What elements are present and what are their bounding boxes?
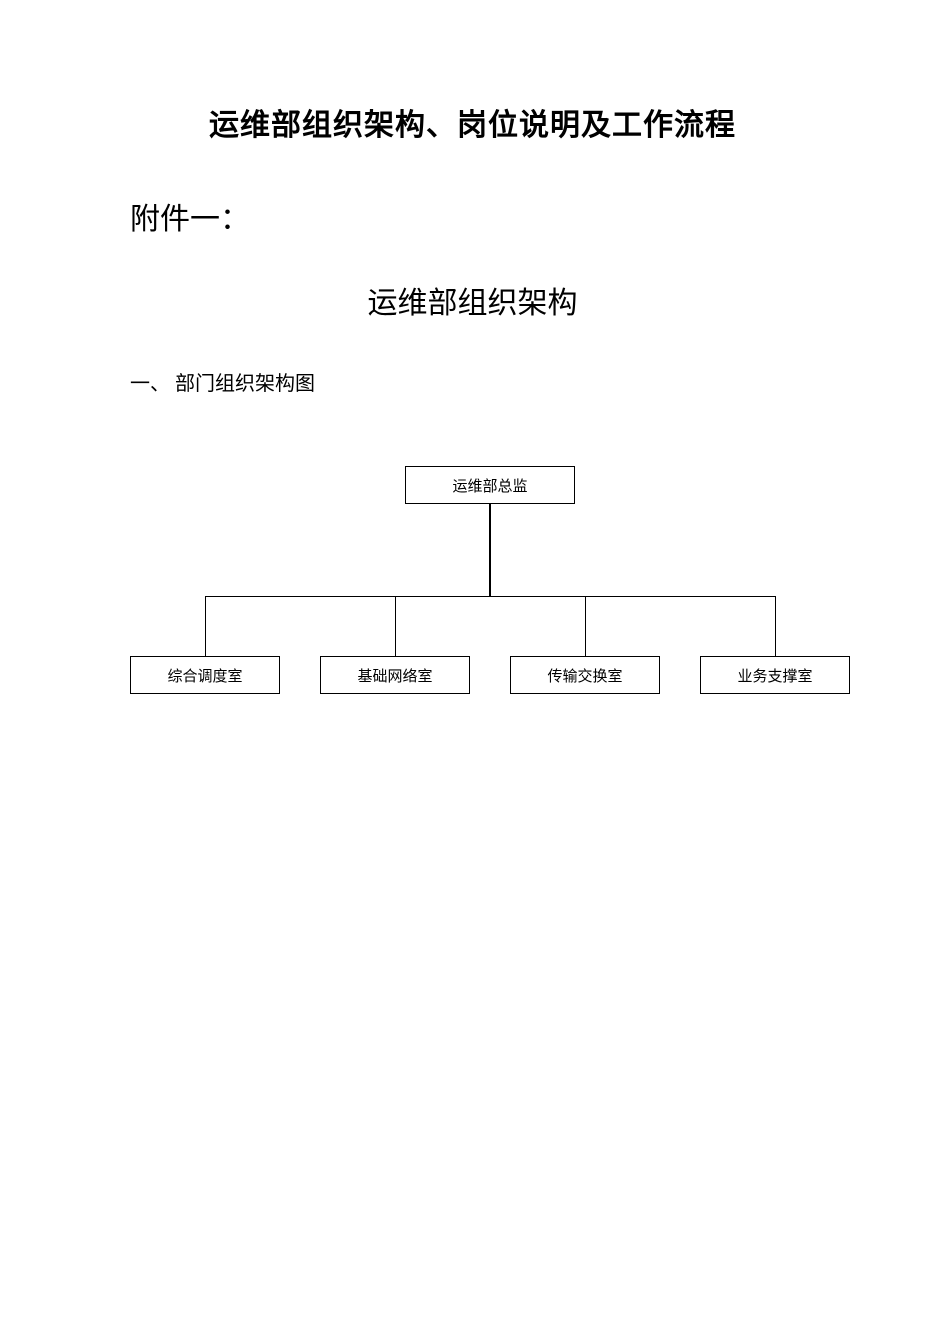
document-title: 运维部组织架构、岗位说明及工作流程 [130,100,815,144]
org-node-child-2: 传输交换室 [510,656,660,694]
section-heading: 一、 部门组织架构图 [130,367,815,396]
org-node-child-0: 综合调度室 [130,656,280,694]
page: 运维部组织架构、岗位说明及工作流程 附件一： 运维部组织架构 一、 部门组织架构… [0,0,945,726]
attachment-label: 附件一： [130,194,815,238]
org-line-drop-3 [775,596,776,656]
org-line-trunk [489,504,491,596]
org-line-drop-1 [395,596,396,656]
org-line-hbar [205,596,775,597]
sub-title: 运维部组织架构 [130,278,815,322]
org-node-child-1: 基础网络室 [320,656,470,694]
org-line-drop-0 [205,596,206,656]
org-node-child-3: 业务支撑室 [700,656,850,694]
org-node-root: 运维部总监 [405,466,575,504]
org-line-drop-2 [585,596,586,656]
org-chart: 运维部总监综合调度室 基础网络室 传输交换室 业务支撑室 [130,466,850,726]
